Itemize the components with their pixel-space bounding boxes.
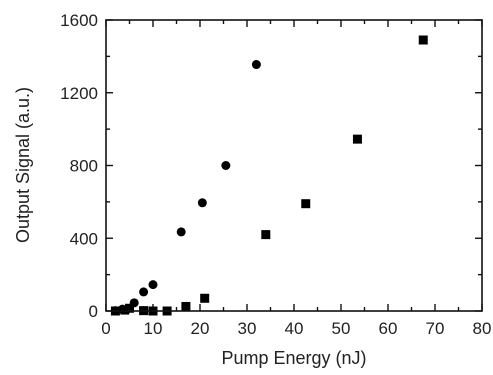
square-data-point <box>181 301 191 311</box>
ticks-layer <box>105 19 483 312</box>
y-tick-label: 0 <box>89 302 98 321</box>
plot-frame <box>105 19 483 312</box>
square-data-point <box>125 303 134 313</box>
x-tick-label: 50 <box>332 319 351 338</box>
square-data-point <box>200 293 210 303</box>
y-tick-label: 400 <box>70 229 98 248</box>
square-data-point <box>120 305 130 315</box>
square-data-point <box>352 134 362 144</box>
x-tick-label: 20 <box>191 319 210 338</box>
y-tick-label: 1200 <box>60 84 98 103</box>
square-data-point <box>301 199 311 209</box>
y-tick-label: 1600 <box>60 11 98 30</box>
square-data-point <box>418 35 428 45</box>
square-data-point <box>261 230 271 240</box>
x-tick-label: 70 <box>426 319 445 338</box>
x-tick-label: 30 <box>238 319 257 338</box>
circle-data-point <box>197 198 207 208</box>
x-tick-label: 40 <box>285 319 304 338</box>
circle-data-point <box>251 60 261 70</box>
circle-data-point <box>139 287 149 297</box>
x-tick-label: 80 <box>473 319 492 338</box>
x-axis-title: Pump Energy (nJ) <box>221 348 366 368</box>
circle-data-point <box>176 227 186 237</box>
points-layer <box>110 35 428 316</box>
x-tick-label: 10 <box>144 319 163 338</box>
circle-data-point <box>221 161 231 170</box>
y-tick-label: 800 <box>70 157 98 176</box>
x-tick-label: 60 <box>379 319 398 338</box>
y-axis-title: Output Signal (a.u.) <box>13 87 33 243</box>
circle-data-point <box>148 280 158 290</box>
x-tick-label: 0 <box>101 319 110 338</box>
